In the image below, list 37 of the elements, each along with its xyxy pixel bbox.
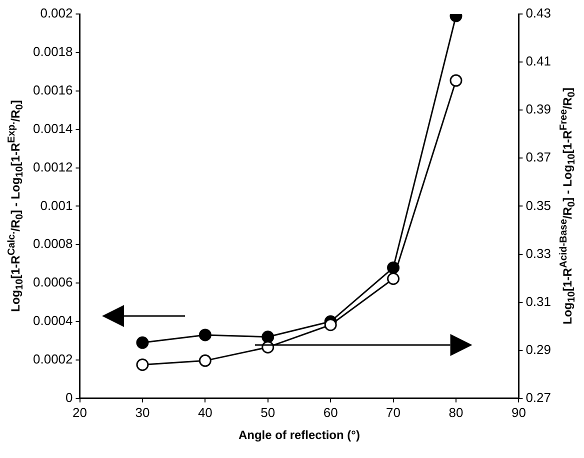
y-tick-label: 0.0014 (32, 120, 73, 136)
y2-tick-label: 0.43 (526, 6, 552, 21)
point (136, 358, 149, 372)
y2-tick-label: 0.37 (526, 150, 552, 165)
x-tick-label: 50 (260, 404, 276, 420)
point (262, 330, 274, 344)
point (324, 318, 337, 332)
x-tick-label: 70 (386, 404, 401, 420)
y2-tick-label: 0.41 (526, 54, 552, 69)
point (387, 272, 400, 286)
x-tick-label: 90 (511, 404, 526, 420)
y-tick-label: 0.0004 (32, 313, 73, 328)
y-tick-label: 0.0016 (32, 82, 73, 98)
y-tick-label: 0.0008 (32, 236, 73, 252)
y2-tick-label: 0.39 (526, 102, 552, 117)
point (450, 74, 462, 87)
y-tick-label: 0.001 (40, 198, 73, 213)
point (198, 354, 212, 367)
y2-tick-label: 0.29 (526, 342, 552, 357)
y-tick-label: 0 (66, 390, 73, 405)
y2-tick-label: 0.35 (526, 198, 552, 213)
x-axis-title: Angle of reflection (°) (238, 428, 360, 442)
y-tick-label: 0.0006 (32, 274, 73, 290)
y-tick-label: 0.0012 (32, 159, 73, 174)
x-tick-label: 20 (72, 404, 87, 420)
point (198, 328, 212, 342)
x-tick-label: 30 (135, 404, 150, 420)
y-tick-label: 0.0018 (32, 44, 73, 60)
y-tick-label: 0.002 (40, 6, 73, 21)
x-tick-label: 40 (198, 404, 212, 420)
x-tick-label: 60 (323, 404, 338, 420)
y2-tick-label: 0.31 (526, 294, 552, 309)
x-tick-label: 80 (448, 404, 464, 420)
y2-tick-label: 0.33 (526, 246, 552, 261)
y2-tick-label: 0.27 (526, 390, 552, 405)
point (136, 336, 149, 349)
y-tick-label: 0.0002 (32, 352, 73, 367)
